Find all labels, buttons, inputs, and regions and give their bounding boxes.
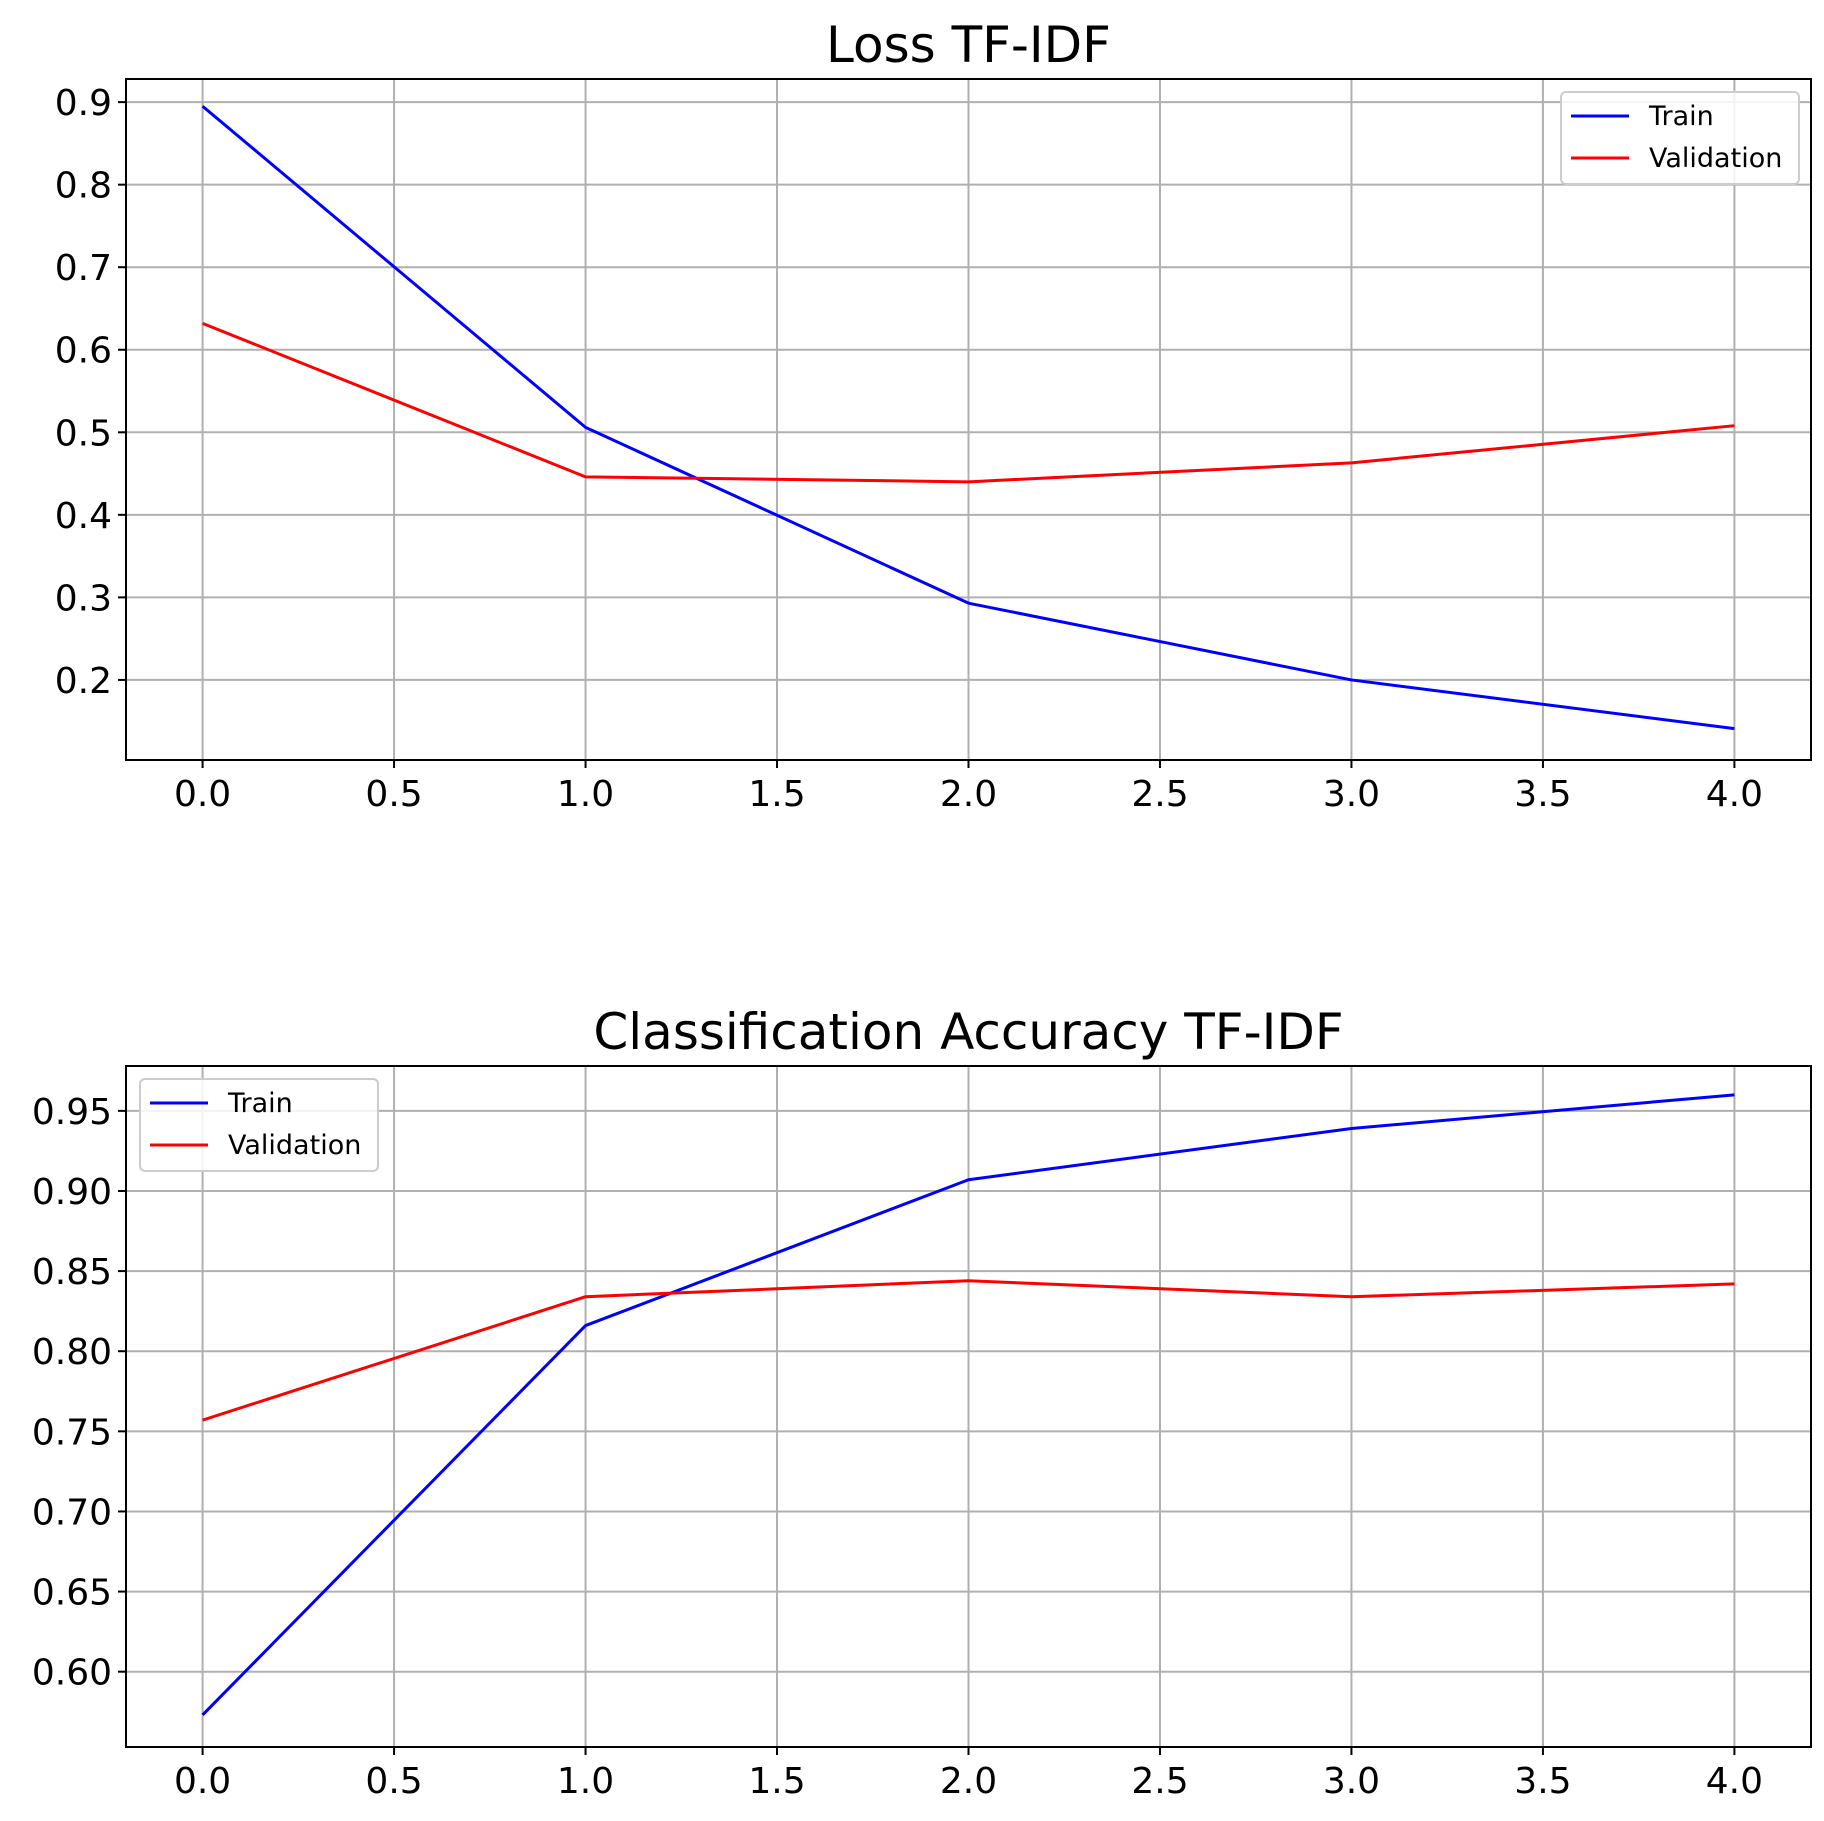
x-tick-label: 1.0 — [557, 774, 614, 815]
y-tick-label: 0.75 — [32, 1412, 112, 1453]
loss-chart: Loss TF-IDF 0.0 0.5 1.0 1.5 2.0 2.5 3.0 3.5 4.0 0.… — [55, 16, 1812, 815]
x-tick-label: 0.5 — [365, 774, 422, 815]
series-line-validation — [202, 1279, 1735, 1422]
y-tick-label: 0.6 — [55, 331, 112, 372]
x-tick-label: 3.0 — [1323, 1761, 1380, 1802]
y-tick-label: 0.85 — [32, 1252, 112, 1293]
y-tick-label: 0.65 — [32, 1573, 112, 1614]
y-tick-label: 0.90 — [32, 1172, 112, 1213]
y-tick-label: 0.70 — [32, 1492, 112, 1533]
y-tick-label: 0.2 — [55, 661, 112, 702]
x-tick-label: 1.0 — [557, 1761, 614, 1802]
x-tick-label: 4.0 — [1706, 1761, 1763, 1802]
x-tick-label: 0.0 — [174, 774, 231, 815]
chart-title: Loss TF-IDF — [826, 16, 1111, 74]
x-tick-label: 3.5 — [1514, 1761, 1571, 1802]
chart-title: Classification Accuracy TF-IDF — [593, 1003, 1343, 1061]
y-tick-label: 0.8 — [55, 166, 112, 207]
x-tick-label: 4.0 — [1706, 774, 1763, 815]
legend: Train Validation — [1560, 91, 1800, 185]
x-tick-label: 2.5 — [1131, 1761, 1188, 1802]
y-tick-label: 0.80 — [32, 1332, 112, 1373]
accuracy-chart: Classification Accuracy TF-IDF 0.0 0.5 1.0 1… — [32, 1003, 1812, 1802]
legend-label: Validation — [228, 1130, 361, 1161]
series-line-train — [201, 105, 1735, 731]
y-tick-label: 0.60 — [32, 1653, 112, 1694]
series-line-train — [201, 1093, 1735, 1717]
legend: Train Validation — [139, 1078, 379, 1172]
x-tick-label: 2.0 — [940, 774, 997, 815]
series-line-validation — [202, 321, 1735, 484]
x-tick-label: 0.5 — [365, 1761, 422, 1802]
x-tick-label: 2.5 — [1131, 774, 1188, 815]
legend-label: Train — [227, 1088, 293, 1119]
plot-frame — [125, 1065, 1812, 1748]
x-tick-label: 1.5 — [748, 1761, 805, 1802]
x-tick-label: 3.5 — [1514, 774, 1571, 815]
plot-frame — [125, 78, 1812, 761]
x-tick-label: 2.0 — [940, 1761, 997, 1802]
x-tick-label: 0.0 — [174, 1761, 231, 1802]
x-tick-label: 3.0 — [1323, 774, 1380, 815]
y-tick-label: 0.4 — [55, 496, 112, 537]
y-tick-label: 0.7 — [55, 248, 112, 289]
legend-label: Validation — [1649, 143, 1782, 174]
y-tick-label: 0.5 — [55, 413, 112, 454]
y-tick-label: 0.9 — [55, 83, 112, 124]
legend-label: Train — [1648, 101, 1714, 132]
y-tick-label: 0.3 — [55, 578, 112, 619]
y-tick-label: 0.95 — [32, 1092, 112, 1133]
x-tick-label: 1.5 — [748, 774, 805, 815]
